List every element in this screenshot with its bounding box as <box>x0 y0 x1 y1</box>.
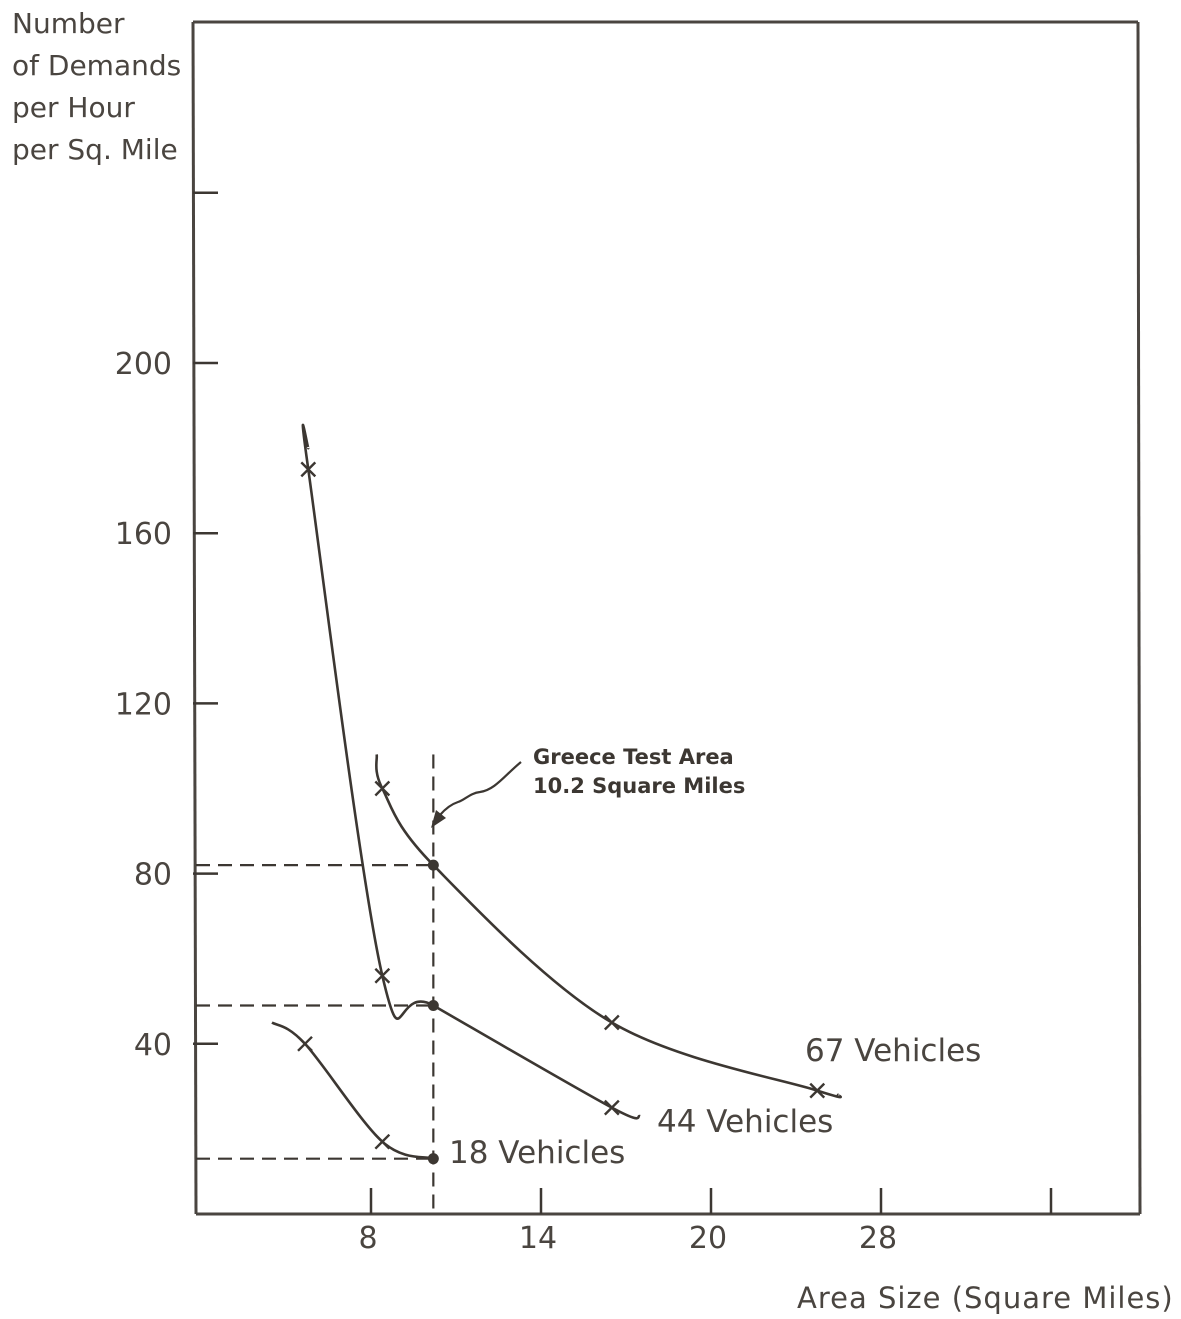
series-label: 18 Vehicles <box>449 1135 625 1171</box>
y-axis-label-line: per Hour <box>12 91 135 124</box>
series-point-dot <box>427 1153 439 1165</box>
annotation: Greece Test Area 10.2 Square Miles <box>431 745 745 828</box>
annotation-line: Greece Test Area <box>533 745 734 769</box>
series-label: 44 Vehicles <box>657 1104 833 1140</box>
x-tick-label: 28 <box>859 1221 897 1256</box>
series-marker-x <box>809 1082 826 1099</box>
annotation-arrow <box>439 761 522 816</box>
series-marker-x <box>603 1014 620 1031</box>
series-markers: 18 Vehicles 44 Vehicles 67 Vehicles <box>297 461 981 1171</box>
y-axis-label-line: per Sq. Mile <box>12 133 178 166</box>
y-ticks: 40 80 120 160 200 <box>115 191 218 1063</box>
y-tick-label: 80 <box>134 858 172 893</box>
y-axis-label-line: of Demands <box>12 49 181 82</box>
x-tick-label: 8 <box>358 1221 377 1256</box>
series-marker-x <box>374 780 391 797</box>
series-line <box>375 754 842 1099</box>
x-tick-label: 14 <box>519 1221 557 1256</box>
series-line <box>301 423 641 1120</box>
x-axis-label: Area Size (Square Miles) <box>797 1281 1174 1315</box>
series-marker-x <box>297 1035 313 1052</box>
y-axis-label: Number of Demands per Hour per Sq. Mile <box>12 7 181 166</box>
annotation-arrowhead <box>431 810 446 828</box>
reference-lines <box>196 754 435 1214</box>
x-tick-label: 20 <box>689 1221 727 1256</box>
series-marker-x <box>300 461 317 478</box>
y-tick-label: 40 <box>134 1028 172 1063</box>
series-label: 67 Vehicles <box>805 1033 981 1069</box>
y-tick-label: 120 <box>115 687 172 722</box>
y-tick-label: 160 <box>115 517 172 552</box>
series-point-dot <box>427 859 439 871</box>
y-tick-label: 200 <box>115 347 172 382</box>
plot-frame <box>191 20 1142 1216</box>
frame-right <box>1136 21 1142 1215</box>
series-point-dot <box>427 1000 439 1012</box>
series-line <box>271 1021 434 1160</box>
y-axis-label-line: Number <box>12 7 125 40</box>
y-axis-line <box>191 21 198 1215</box>
series-marker-x <box>374 1133 391 1150</box>
series-marker-x <box>374 967 391 984</box>
annotation-line: 10.2 Square Miles <box>533 774 745 798</box>
x-ticks: 8 14 20 28 <box>358 1188 1053 1256</box>
series-marker-x <box>603 1099 620 1116</box>
